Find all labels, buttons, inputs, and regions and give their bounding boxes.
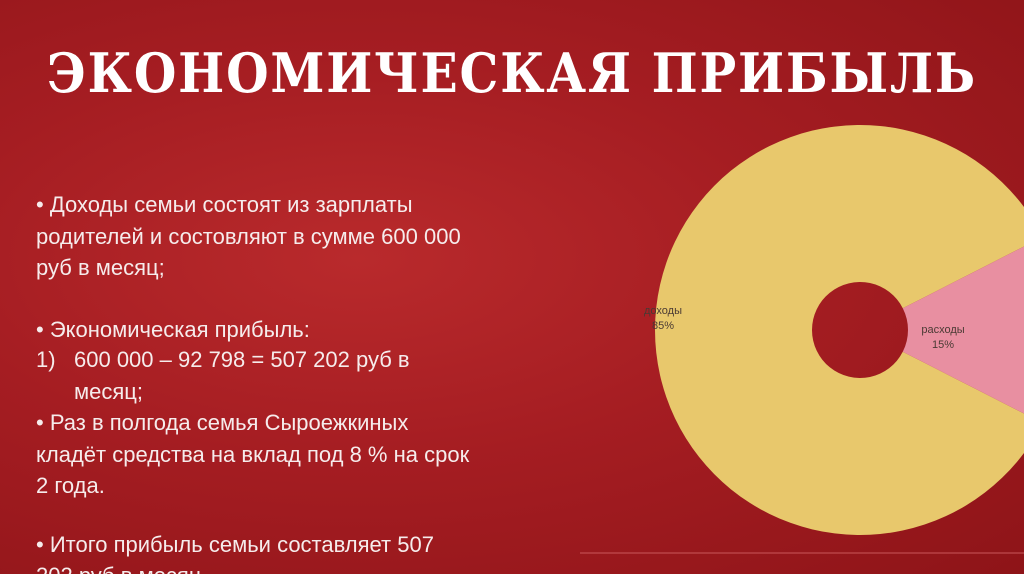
slice-value-label: 85% — [652, 320, 674, 332]
body-text: • Итого прибыль семьи составляет 507 — [36, 532, 434, 557]
slice-label: доходы — [644, 305, 682, 317]
body-text: 1) — [36, 347, 56, 372]
body-text: 2 года. — [36, 473, 105, 498]
body-text: • Раз в полгода семья Сыроежкиных — [36, 410, 408, 435]
body-text: • Экономическая прибыль: — [36, 317, 310, 342]
slice-label: расходы — [921, 324, 964, 336]
slice-value-label: 15% — [932, 339, 954, 351]
body-text: 600 000 – 92 798 = 507 202 руб в — [74, 347, 410, 372]
slide-title: Экономическая прибыль — [47, 41, 977, 105]
donut-slice — [902, 246, 1024, 414]
body-text: месяц; — [74, 379, 143, 404]
body-text: руб в месяц; — [36, 255, 165, 280]
body-text: 202 руб в месяц. — [36, 563, 208, 574]
body-text: родителей и состовляют в сумме 600 000 — [36, 224, 461, 249]
donut-slice — [655, 125, 1024, 535]
body-text: кладёт средства на вклад под 8 % на срок — [36, 442, 470, 467]
body-text: • Доходы семьи состоят из зарплаты — [36, 192, 413, 217]
